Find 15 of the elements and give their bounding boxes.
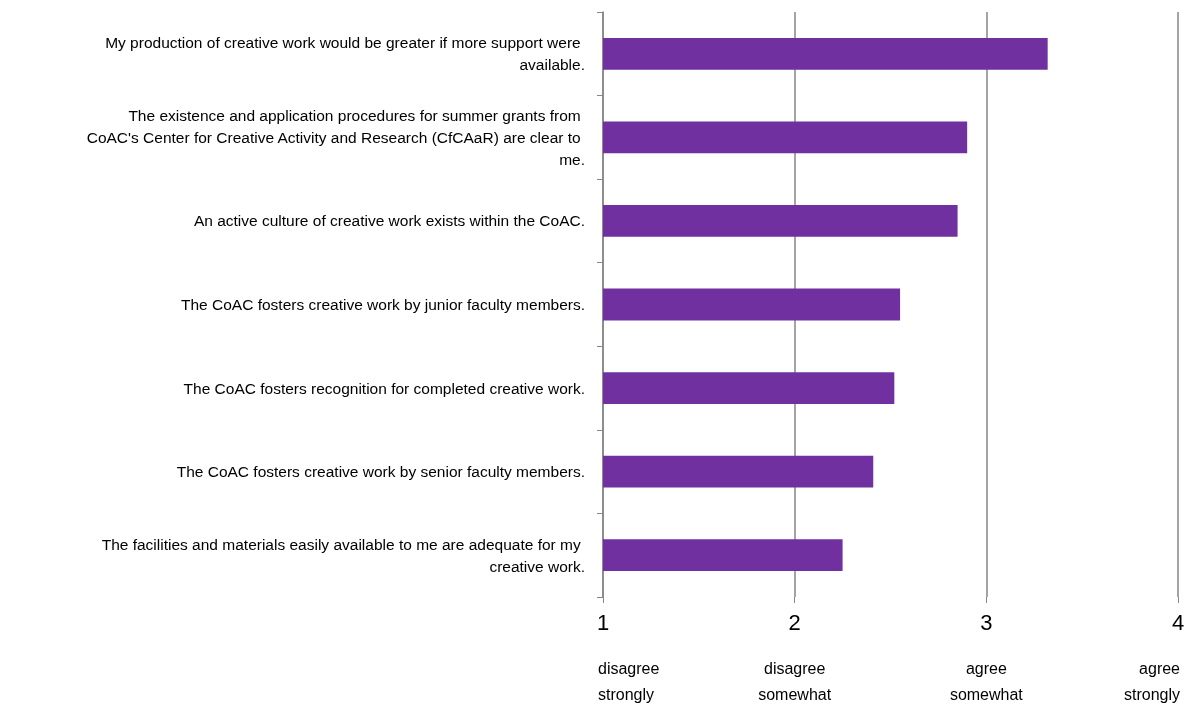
x-tick-label: 2 xyxy=(788,609,801,635)
text: agree somewhat xyxy=(949,659,1024,703)
y-tick-label: The CoAC fosters recognition for completed creative work. xyxy=(183,379,585,397)
y-tick-label: My production of creative work would be greater if more support were available. xyxy=(105,34,585,74)
x-tick-label: 1 xyxy=(596,609,610,635)
y-tick-label: The CoAC fosters creative work by junior faculty members. xyxy=(181,296,585,313)
text: disagree somewhat xyxy=(758,659,832,703)
y-tick-label: The facilities and materials easily available to me are adequate for my creative work. xyxy=(101,535,585,575)
text: agree strongly xyxy=(1123,659,1181,703)
y-tick-label: The existence and application procedures for summer grants from CoAC's Center for Creative Activity and Research (CfCAaR) are clear to me. xyxy=(86,106,585,168)
text: disagree strongly xyxy=(598,659,660,703)
y-tick-label: The CoAC fosters creative work by senior faculty members. xyxy=(176,463,585,481)
x-tick-label: 3 xyxy=(980,609,993,635)
y-tick-label: An active culture of creative work exists within the CoAC. xyxy=(193,212,585,230)
x-tick-label: 4 xyxy=(1171,609,1185,635)
